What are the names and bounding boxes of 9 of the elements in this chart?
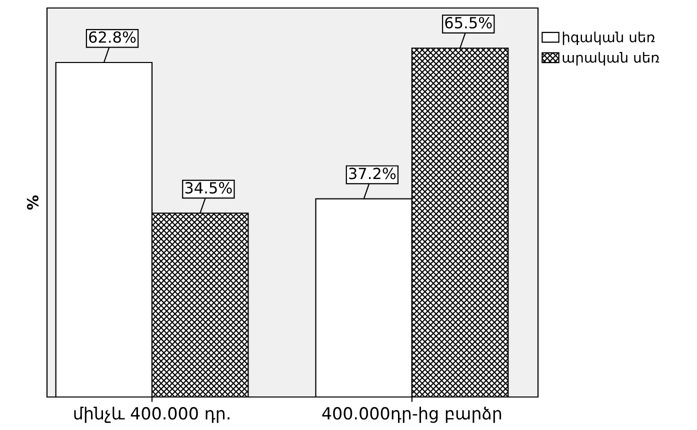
data-label: 37.2% bbox=[349, 168, 396, 180]
legend-label: արական սեռ bbox=[562, 52, 660, 66]
x-tick-label: մինչև 400.000 դր. bbox=[74, 406, 230, 423]
y-axis-title: % bbox=[26, 195, 38, 210]
legend-label: իգական սեռ bbox=[562, 32, 655, 46]
data-label: 34.5% bbox=[185, 182, 232, 194]
data-label: 62.8% bbox=[89, 31, 136, 43]
x-tick-label: 400.000դր-ից բարձր bbox=[322, 406, 502, 423]
data-label: 65.5% bbox=[445, 16, 492, 28]
